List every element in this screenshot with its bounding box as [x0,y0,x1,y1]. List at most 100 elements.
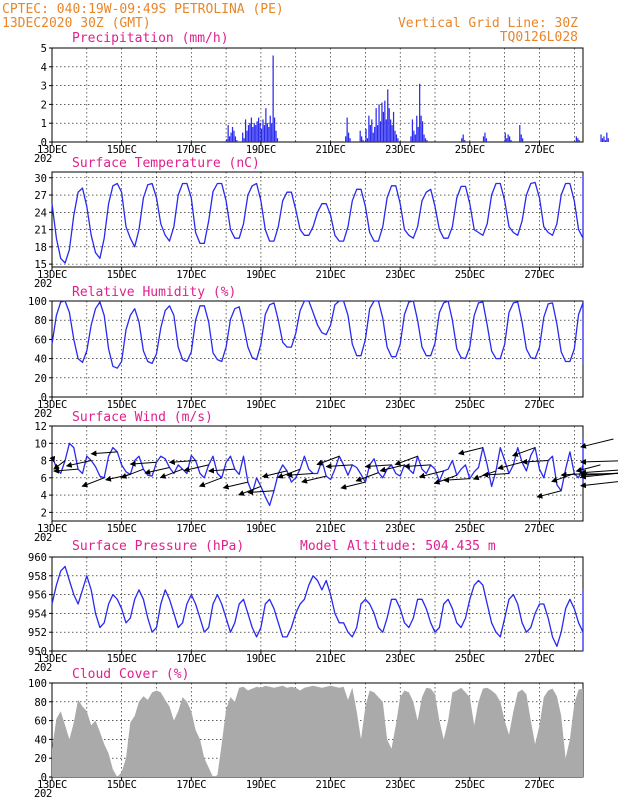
precip-bar [359,130,361,142]
precip-bar [507,134,509,142]
precip-bar [256,121,258,142]
precip-title: Precipitation (mm/h) [72,31,229,46]
pressure-xtick-label: 19DEC [246,653,276,665]
pressure-ytick-label: 960 [28,552,47,564]
precip-bar [381,102,383,142]
cloud-xtick-label: 13DEC [37,779,67,791]
precip-bar [236,140,238,142]
precip-x-ticks: 13DEC 15DEC 17DEC 19DEC 21DEC 23DEC 25DEC 27DEC… [34,142,555,165]
precip-bar [482,136,485,142]
cloud-xtick-label: 23DEC [385,779,415,791]
precip-xtick-label: 19DEC [246,144,276,156]
precip-xtick-label: 27DEC [524,144,554,156]
precip-ytick-label: 3 [41,81,47,93]
precip-ytick-label: 1 [41,118,47,130]
wind-xtick-label: 25DEC [455,523,485,535]
precip-bar [410,136,412,142]
wind-arrow [207,467,235,474]
panel-wind: 2 4 6 8 10 12 13DEC 15DEC 17DEC 19DEC 21DEC 23DEC 2… [34,410,618,544]
header-date: 13DEC2020 30Z (GMT) [2,16,151,31]
wind-arrow [120,468,144,479]
rh-ytick-label: 20 [34,373,47,385]
precip-bar [416,115,418,142]
wind-arrow [144,466,170,475]
rh-xtick-label: 27DEC [524,399,554,411]
precip-bar [276,138,279,142]
precip-bar [242,132,244,142]
precip-bar [255,125,257,142]
precip-bar [411,119,414,142]
wind-arrow [198,477,222,488]
wind-arrow [580,438,614,449]
wind-arrow [536,490,562,499]
precip-bar [601,138,604,142]
precip-bar [227,125,229,142]
precip-bar [379,121,382,142]
rh-xtick-label: 25DEC [455,399,485,411]
wind-arrow [418,470,444,479]
panel-cloud: 0 20 40 60 80 100 13DEC 15DEC 17DEC 19DEC 21DEC 23… [28,667,584,800]
panel-precip: 0 1 2 3 4 5 13DEC 15DEC 17DEC 19DEC 21DEC 23DEC 25D… [34,31,609,165]
pressure-xtick-label: 27DEC [524,653,554,665]
temp-ytick-label: 30 [34,173,47,185]
precip-bar [362,140,364,142]
precip-bar [275,130,277,142]
wind-xtick-label: 15DEC [107,523,137,535]
wind-arrow [247,489,275,496]
precip-ytick-label: 2 [41,99,47,111]
pressure-year-label: 202 [34,662,52,674]
precip-bar [504,132,506,142]
precip-bar [421,121,424,142]
rh-xtick-label: 19DEC [246,399,276,411]
temp-xtick-label: 13DEC [37,269,67,281]
rh-ytick-label: 100 [28,296,47,308]
cloud-xtick-label: 15DEC [107,779,137,791]
precip-bar [424,138,427,142]
precip-bar [233,130,235,142]
temp-ytick-label: 27 [34,190,47,202]
precip-bar [461,138,463,142]
pressure-frame [51,556,584,652]
precip-bar [397,138,399,142]
precip-xtick-label: 15DEC [107,144,137,156]
precip-bar [510,140,512,142]
wind-y-ticks: 2 4 6 8 10 12 [34,421,52,519]
rh-line [51,300,584,369]
precip-bar [395,134,398,142]
precip-bar [269,115,271,142]
wind-arrow [53,460,66,470]
wind-xtick-label: 27DEC [524,523,554,535]
cloud-x-ticks: 13DEC 15DEC 17DEC 19DEC 21DEC 23DEC 25DEC 27DEC… [34,777,555,800]
wind-arrow [49,455,56,463]
cloud-ytick-label: 40 [34,734,47,746]
precip-bar [345,136,347,142]
precip-bar [247,125,250,142]
cloud-xtick-label: 21DEC [316,779,346,791]
wind-ytick-label: 12 [34,421,47,433]
cloud-xtick-label: 19DEC [246,779,276,791]
precip-bar [420,115,422,142]
wind-arrow [222,481,248,490]
precip-bar [414,134,416,142]
wind-arrow [521,458,549,465]
precip-bar [249,123,251,142]
temp-ytick-label: 21 [34,225,47,237]
precip-bar [485,138,488,142]
precip-bar [578,140,580,142]
temp-y-ticks: 15 18 21 24 27 30 [34,173,52,271]
rh-gridlines [52,301,583,397]
wind-arrow [379,464,405,473]
panel-pressure: 950 952 954 956 958 960 13DEC 15DEC 17DEC 19DEC 2… [28,539,584,674]
pressure-series-line [51,565,584,652]
rh-x-ticks: 13DEC 15DEC 17DEC 19DEC 21DEC 23DEC 25DEC 27DEC… [34,397,555,420]
wind-xtick-label: 19DEC [246,523,276,535]
wind-arrow [403,463,431,470]
precip-bar [394,130,396,142]
cloud-xtick-label: 17DEC [176,779,206,791]
wind-xtick-label: 21DEC [316,523,346,535]
pressure-xtick-label: 21DEC [316,653,346,665]
precip-bar [385,119,387,142]
pressure-xtick-label: 25DEC [455,653,485,665]
precip-bar [462,134,464,142]
wind-arrow [580,458,618,465]
